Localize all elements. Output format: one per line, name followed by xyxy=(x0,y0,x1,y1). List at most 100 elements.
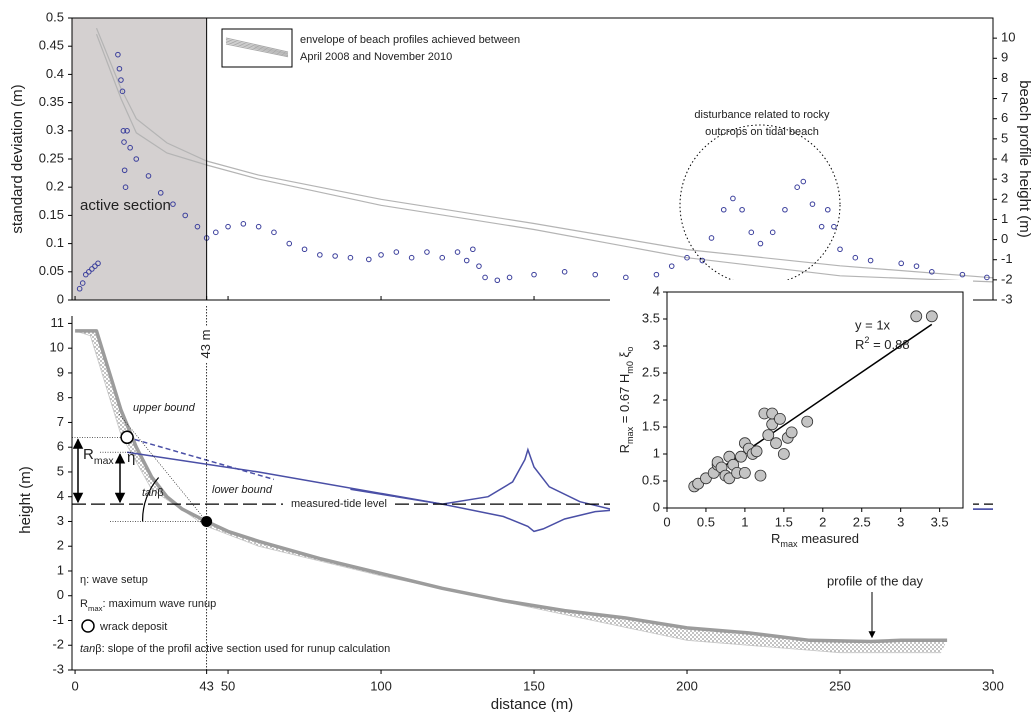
note-part: : slope of the profil active section use… xyxy=(102,643,391,655)
disturbance-text: disturbance related to rocky xyxy=(694,109,830,121)
inset-y-tick-label: 0.5 xyxy=(642,472,660,487)
note: wrack deposit xyxy=(99,621,167,633)
inset-x-label-part: max xyxy=(780,539,798,549)
y-tick-label: 0.2 xyxy=(46,179,64,194)
std-dev-point xyxy=(122,184,129,190)
std-dev-point xyxy=(739,206,745,213)
inset-y-label: Rmax = 0.67 Hm0 ξo xyxy=(617,347,635,454)
lower-bound-point xyxy=(201,515,213,527)
std-dev-point xyxy=(424,249,430,255)
inset-point xyxy=(762,429,775,442)
rmax-label-part: R xyxy=(83,446,94,463)
disturbance-text: outcrops on tidal beach xyxy=(705,126,819,138)
upper-bound-point xyxy=(120,430,134,445)
note: tanβ: slope of the profil active section… xyxy=(80,643,390,655)
eta-label: η xyxy=(127,449,135,466)
y-tick-label: 7 xyxy=(57,414,64,429)
envelope-legend-line xyxy=(225,40,289,55)
inset-y-tick-label: 1 xyxy=(653,445,660,460)
std-dev-point xyxy=(92,263,98,269)
std-dev-point xyxy=(127,144,133,151)
y-tick-label: -2 xyxy=(52,637,64,652)
inset-background xyxy=(610,280,973,550)
std-dev-point xyxy=(157,190,164,196)
inset-point xyxy=(785,426,798,439)
y2-tick-label: 10 xyxy=(1001,30,1015,45)
y-tick-label: 0.35 xyxy=(39,94,64,109)
inset-x-label: Rmax measured xyxy=(771,531,859,549)
std-dev-point xyxy=(476,263,482,269)
y-axis-label: standard deviation (m) xyxy=(9,84,26,233)
y-tick-label: 0.25 xyxy=(39,150,64,165)
std-dev-point xyxy=(89,266,95,272)
note-part: wrack deposit xyxy=(99,621,167,633)
profile-label: profile of the day xyxy=(827,573,924,588)
y-tick-label: 0.4 xyxy=(46,66,64,81)
inset-x-tick-label: 1.5 xyxy=(775,514,793,529)
inset-point xyxy=(777,448,790,460)
std-dev-point xyxy=(271,229,277,236)
x-tick-label: 150 xyxy=(523,678,545,693)
x-tick-label: 300 xyxy=(982,678,1004,693)
note-part: tan xyxy=(80,643,95,655)
x-axis-label: distance (m) xyxy=(491,696,574,713)
std-dev-point xyxy=(119,88,126,95)
std-dev-point xyxy=(240,221,247,227)
r-squared-part: R xyxy=(855,337,864,352)
std-dev-point xyxy=(76,285,83,292)
x-tick-label: 250 xyxy=(829,678,851,693)
y2-tick-label: 3 xyxy=(1001,171,1008,186)
tide-label-bg xyxy=(283,497,395,512)
envelope-legend-line xyxy=(225,43,289,58)
y2-tick-label: 6 xyxy=(1001,110,1008,125)
std-dev-point xyxy=(929,269,935,275)
tanb-arc xyxy=(142,477,160,522)
note: η: wave setup xyxy=(80,574,148,586)
inset-y-tick-label: 3.5 xyxy=(642,310,660,325)
y2-tick-label: -3 xyxy=(1001,291,1013,306)
disturbance-circle xyxy=(679,124,841,286)
tanb-label-part: β xyxy=(157,487,163,499)
inset-y-tick-label: 2.5 xyxy=(642,364,660,379)
note-part: η xyxy=(80,574,86,586)
y-axis-label: height (m) xyxy=(17,466,34,534)
std-dev-point xyxy=(769,229,776,236)
std-dev-point xyxy=(317,252,323,258)
upper-bound-label: upper bound xyxy=(133,402,196,414)
envelope-line xyxy=(95,27,994,279)
inset-x-tick-label: 3.5 xyxy=(931,514,949,529)
std-dev-point xyxy=(213,229,219,236)
envelope-lower-line xyxy=(74,330,941,654)
std-dev-point xyxy=(794,184,800,190)
std-dev-point xyxy=(809,201,816,207)
std-dev-point xyxy=(439,254,446,261)
lower-bound-label: lower bound xyxy=(212,484,273,496)
std-dev-point xyxy=(824,206,831,213)
envelope-legend-line xyxy=(225,37,289,53)
y-tick-label: 0.45 xyxy=(39,38,64,53)
tide-label: measured-tide level xyxy=(291,498,387,510)
note-part: max xyxy=(88,604,103,613)
std-dev-point xyxy=(182,212,189,219)
std-dev-point xyxy=(653,271,660,278)
y2-tick-label: -1 xyxy=(1001,251,1013,266)
note-part: β xyxy=(95,643,101,655)
active-section-shade xyxy=(72,18,207,300)
std-dev-point xyxy=(116,65,123,72)
r-squared-part: 2 xyxy=(864,335,869,345)
inset-y-label-part: ξ xyxy=(617,351,632,361)
std-dev-point xyxy=(699,257,706,264)
y-tick-label: 2 xyxy=(57,538,64,553)
std-dev-point xyxy=(332,253,338,259)
std-dev-point xyxy=(913,263,920,269)
std-dev-point xyxy=(506,274,513,281)
std-dev-point xyxy=(79,280,86,286)
std-dev-point xyxy=(255,223,262,230)
tanb-line xyxy=(117,412,207,522)
std-dev-point xyxy=(959,271,966,278)
y-tick-label: 3 xyxy=(57,513,64,528)
envelope-legend-line xyxy=(225,39,289,54)
y-tick-label: 6 xyxy=(57,439,64,454)
inset-y-label-part: m0 xyxy=(625,361,635,374)
inset-point xyxy=(770,437,782,450)
